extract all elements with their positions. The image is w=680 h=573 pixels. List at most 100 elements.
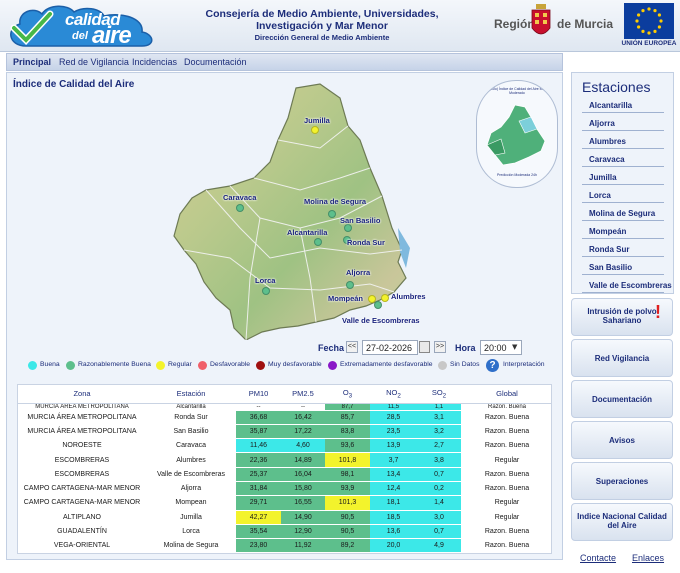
table-cell-so2: 2,7 bbox=[417, 438, 461, 454]
map-marker-alcantarilla[interactable] bbox=[314, 238, 322, 246]
info-icon[interactable]: ? bbox=[486, 359, 499, 372]
map-marker-valle-escombreras[interactable] bbox=[374, 301, 382, 309]
map-marker-san-basilio[interactable] bbox=[344, 224, 352, 232]
hour-select[interactable]: 20:00 bbox=[480, 340, 522, 355]
table-cell-pm25: 17,22 bbox=[281, 424, 325, 440]
column-header-estacion[interactable]: Estación bbox=[146, 385, 236, 404]
map-marker-mompean[interactable] bbox=[368, 295, 376, 303]
logo-word-calidad: calidad bbox=[65, 10, 121, 29]
table-cell-pm25: 11,92 bbox=[281, 538, 325, 553]
table-row[interactable]: MURCIA ÁREA METROPOLITANA San Basilio 35,8… bbox=[18, 424, 551, 440]
table-cell-estacion: Caravaca bbox=[146, 438, 236, 454]
station-link-caravaca[interactable]: Caravaca bbox=[582, 151, 664, 167]
map-label-valle-de-escombreras[interactable]: Valle de Escombreras bbox=[342, 316, 420, 325]
map-label-ronda-sur[interactable]: Ronda Sur bbox=[347, 238, 385, 247]
map-label-alumbres[interactable]: Alumbres bbox=[391, 292, 426, 301]
intrusion-line-2: Sahariano bbox=[602, 316, 642, 325]
intrusion-polvo-sahariano-button[interactable]: Intrusión de polvo Sahariano bbox=[571, 298, 673, 336]
icam-inset-map[interactable]: ICAM (solo) Índice de Calidad del Aire M… bbox=[476, 80, 558, 188]
column-header-no2[interactable]: NO2 bbox=[370, 385, 417, 404]
table-cell-pm25: 4,60 bbox=[281, 438, 325, 454]
map-label-molina-de-segura[interactable]: Molina de Segura bbox=[304, 197, 367, 206]
station-link-mompean[interactable]: Mompeán bbox=[582, 223, 664, 239]
contacte-link[interactable]: Contacte bbox=[580, 553, 617, 563]
table-row[interactable]: CAMPO CARTAGENA-MAR MENOR Aljorra 31,84 15,… bbox=[18, 481, 551, 497]
station-link-alcantarilla[interactable]: Alcantarilla bbox=[582, 97, 664, 113]
table-row[interactable]: GUADALENTÍN Lorca 35,54 12,90 90,5 13,6 0,7 Raz… bbox=[18, 524, 551, 540]
map-marker-ronda-sur[interactable] bbox=[343, 236, 351, 244]
map-label-san-basilio[interactable]: San Basilio bbox=[340, 216, 381, 225]
superaciones-button[interactable]: Superaciones bbox=[571, 462, 673, 500]
column-header-o3[interactable]: O3 bbox=[325, 385, 370, 404]
table-row[interactable]: MURCIA ÁREA METROPOLITANA Ronda Sur 36,68 1… bbox=[18, 410, 551, 425]
nav-item-documentacion[interactable]: Documentación bbox=[184, 57, 247, 67]
map-marker-lorca[interactable] bbox=[262, 287, 270, 295]
map-marker-alumbres[interactable] bbox=[381, 294, 389, 302]
legend-label-muy-desfavorable: Muy desfavorable bbox=[268, 361, 322, 368]
column-header-so2[interactable]: SO2 bbox=[417, 385, 461, 404]
legend-label-sin-datos: Sin Datos bbox=[450, 361, 480, 368]
column-header-pm10[interactable]: PM10 bbox=[236, 385, 281, 404]
station-link-aljorra[interactable]: Aljorra bbox=[582, 115, 664, 131]
station-link-lorca[interactable]: Lorca bbox=[582, 187, 664, 203]
station-link-ronda-sur[interactable]: Ronda Sur bbox=[582, 241, 664, 257]
table-cell-no2: 18,1 bbox=[370, 495, 417, 511]
map-label-jumilla[interactable]: Jumilla bbox=[304, 116, 330, 125]
stations-panel bbox=[571, 72, 674, 294]
calendar-icon[interactable] bbox=[419, 341, 430, 353]
station-link-san-basilio[interactable]: San Basilio bbox=[582, 259, 664, 275]
table-row[interactable]: ALTIPLANO Jumilla 42,27 14,90 90,5 18,5 3,0 Reg… bbox=[18, 510, 551, 525]
station-link-alumbres[interactable]: Alumbres bbox=[582, 133, 664, 149]
column-header-zona[interactable]: Zona bbox=[18, 385, 146, 404]
map-label-mompean[interactable]: Mompeán bbox=[328, 294, 364, 303]
map-marker-aljorra[interactable] bbox=[346, 281, 354, 289]
table-cell-pm25: 15,80 bbox=[281, 481, 325, 497]
table-row[interactable]: ESCOMBRERAS Alumbres 22,36 14,89 101,8 3,7 3,8… bbox=[18, 452, 551, 468]
column-header-global[interactable]: Global bbox=[461, 385, 551, 404]
avisos-label: Avisos bbox=[609, 436, 635, 445]
table-cell-so2: 1,4 bbox=[417, 495, 461, 511]
previous-day-button[interactable]: << bbox=[346, 341, 358, 353]
organization-subtitle: Dirección General de Medio Ambiente bbox=[254, 33, 390, 42]
nav-item-principal[interactable]: Principal bbox=[13, 57, 52, 67]
nav-item-incidencias[interactable]: Incidencias bbox=[132, 57, 178, 67]
table-row[interactable]: NOROESTE Caravaca 11,46 4,60 93,6 13,9 2,7 Razo… bbox=[18, 438, 551, 454]
station-link-jumilla[interactable]: Jumilla bbox=[582, 169, 664, 185]
indice-nacional-calidad-aire-button[interactable]: Indice Nacional Calidad del Aire bbox=[571, 503, 673, 541]
table-cell-no2: 13,9 bbox=[370, 438, 417, 454]
map-label-alcantarilla[interactable]: Alcantarilla bbox=[287, 228, 328, 237]
map-label-lorca[interactable]: Lorca bbox=[255, 276, 276, 285]
interpretation-link[interactable]: Interpretación bbox=[503, 361, 545, 368]
table-cell-pm25: 14,89 bbox=[281, 452, 325, 468]
documentacion-button[interactable]: Documentación bbox=[571, 380, 673, 418]
chevron-down-icon[interactable]: ▼ bbox=[512, 343, 518, 351]
map-marker-molina[interactable] bbox=[328, 210, 336, 218]
table-row[interactable]: ESCOMBRERAS Valle de Escombreras 25,37 16,0… bbox=[18, 467, 551, 482]
next-day-button[interactable]: >> bbox=[434, 341, 446, 353]
map-marker-caravaca[interactable] bbox=[236, 204, 244, 212]
map-label-caravaca[interactable]: Caravaca bbox=[223, 193, 257, 202]
column-header-pm25[interactable]: PM2.5 bbox=[281, 385, 325, 404]
inset-caption-top: ICAM (solo) Índice de Calidad del Aire M… bbox=[479, 87, 555, 95]
avisos-button[interactable]: Avisos bbox=[571, 421, 673, 459]
region-name-left: Región bbox=[494, 17, 535, 31]
date-input[interactable]: 27-02-2026 bbox=[362, 340, 418, 355]
map-marker-jumilla[interactable] bbox=[311, 126, 319, 134]
table-cell-zona: MURCIA ÁREA METROPOLITANA bbox=[18, 424, 146, 440]
red-vigilancia-button[interactable]: Red Vigilancia bbox=[571, 339, 673, 377]
legend-dot-desfavorable bbox=[198, 361, 207, 370]
station-link-molina-de-segura[interactable]: Molina de Segura bbox=[582, 205, 664, 221]
table-row[interactable]: CAMPO CARTAGENA-MAR MENOR Mompean 29,71 16,… bbox=[18, 495, 551, 511]
calidad-del-aire-logo[interactable]: calidad del aire bbox=[4, 2, 164, 50]
enlaces-link[interactable]: Enlaces bbox=[632, 553, 665, 563]
table-cell-estacion: Ronda Sur bbox=[146, 410, 236, 425]
nav-item-red-de-vigilancia[interactable]: Red de Vigilancia bbox=[59, 57, 129, 67]
map-label-aljorra[interactable]: Aljorra bbox=[346, 268, 371, 277]
table-cell-no2: 11,5 bbox=[370, 403, 417, 411]
cloud-logo-icon bbox=[10, 5, 153, 47]
table-row[interactable]: MURCIA ÁREA METROPOLITANA Alcantarilla -- -… bbox=[18, 403, 551, 411]
table-row[interactable]: VEGA-ORIENTAL Molina de Segura 23,80 11,92 8… bbox=[18, 538, 551, 553]
legend-dot-regular bbox=[156, 361, 165, 370]
station-link-valle-de-escombreras[interactable]: Valle de Escombreras bbox=[582, 277, 672, 293]
air-quality-table[interactable]: Zona Estación PM10 PM2.5 O3 NO2 SO2 Glob… bbox=[17, 384, 552, 554]
